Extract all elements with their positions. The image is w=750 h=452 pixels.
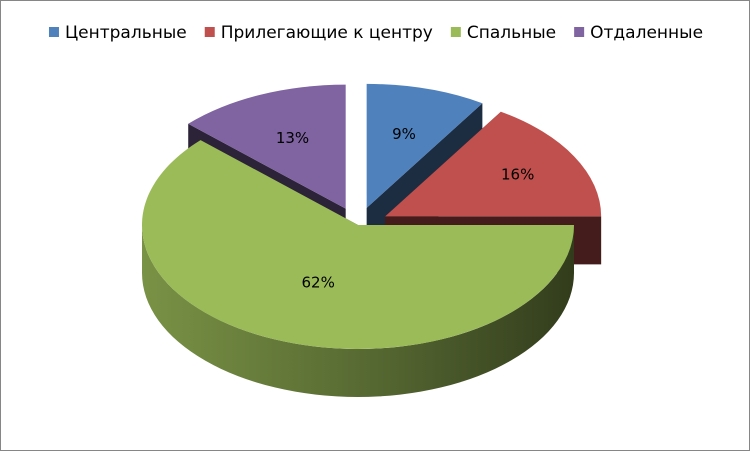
slice-3[interactable] [142, 140, 574, 349]
slice-1[interactable] [366, 83, 483, 208]
legend-label-3: Спальные [467, 23, 556, 43]
legend-item-2[interactable]: Прилегающие к центру [204, 23, 433, 43]
legend-swatch-4 [574, 27, 585, 37]
legend-swatch-3 [450, 27, 461, 37]
legend-label-4: Отдаленные [590, 23, 703, 43]
legend-swatch-1 [48, 27, 59, 37]
legend-item-4[interactable]: Отдаленные [574, 23, 703, 43]
legend-label-1: Центральные [65, 23, 187, 43]
pie-plot [142, 83, 602, 397]
legend: Центральные Прилегающие к центру Спальные О… [48, 23, 703, 43]
data-label-2: 16% [501, 166, 534, 184]
legend-item-1[interactable]: Центральные [48, 23, 187, 43]
data-label-3: 62% [302, 274, 335, 292]
slice-2[interactable] [385, 111, 602, 217]
legend-swatch-2 [204, 27, 215, 37]
data-label-4: 13% [276, 129, 309, 147]
slice-side-3 [142, 225, 574, 397]
legend-item-3[interactable]: Спальные [450, 23, 556, 43]
legend-label-2: Прилегающие к центру [221, 23, 433, 43]
data-label-1: 9% [392, 125, 416, 143]
data-labels: 9% 16% 62% 13% [276, 125, 535, 292]
slice-4[interactable] [188, 84, 346, 209]
